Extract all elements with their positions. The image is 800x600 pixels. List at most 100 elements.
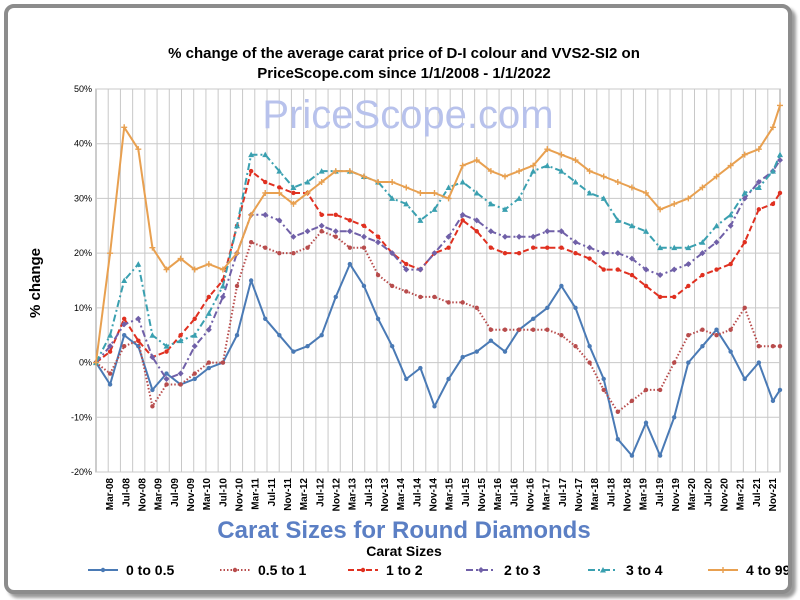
- data-point: [502, 250, 508, 256]
- data-point: [290, 184, 297, 190]
- data-point: [600, 195, 607, 201]
- series-3-to-4: [93, 151, 783, 366]
- data-point: [530, 316, 536, 321]
- data-point: [277, 250, 282, 256]
- data-point: [516, 233, 523, 240]
- data-point: [530, 233, 537, 240]
- data-point: [713, 173, 720, 180]
- chart-frame: % change of the average carat price of D…: [4, 4, 792, 594]
- x-tick-label: Jul-08: [121, 478, 132, 507]
- data-point: [192, 376, 197, 382]
- series-line: [95, 153, 781, 364]
- data-point: [347, 245, 353, 250]
- data-point: [573, 305, 578, 311]
- data-point: [389, 250, 396, 257]
- data-point: [777, 102, 783, 109]
- data-point: [487, 168, 494, 175]
- series-line: [95, 159, 781, 380]
- data-point: [432, 404, 437, 409]
- data-point: [727, 211, 734, 218]
- data-point: [107, 250, 114, 257]
- data-point: [375, 234, 381, 239]
- data-point: [248, 151, 255, 158]
- data-point: [601, 387, 606, 393]
- x-tick-label: Jul-18: [606, 478, 617, 507]
- legend-item: 1 to 2: [348, 562, 423, 578]
- x-tick-label: Mar-14: [396, 478, 407, 511]
- data-point: [544, 228, 551, 235]
- data-point: [686, 360, 691, 365]
- data-point: [615, 267, 621, 272]
- data-point: [516, 195, 523, 201]
- data-point: [777, 151, 783, 158]
- data-point: [100, 567, 106, 573]
- x-tick-label: Nov-08: [137, 478, 148, 512]
- data-point: [291, 190, 296, 196]
- data-point: [473, 217, 480, 224]
- x-tick-label: Jul-19: [655, 478, 666, 507]
- data-point: [431, 206, 438, 212]
- data-point: [332, 168, 339, 175]
- data-point: [347, 261, 353, 267]
- data-point: [614, 179, 621, 186]
- chart-subtitle: PriceScope.com since 1/1/2008 - 1/1/2022: [257, 65, 551, 82]
- data-point: [417, 217, 424, 223]
- data-point: [728, 261, 733, 267]
- data-point: [277, 333, 282, 338]
- x-tick-label: Nov-21: [768, 478, 779, 512]
- data-point: [122, 333, 127, 338]
- data-point: [545, 327, 550, 332]
- data-point: [418, 294, 423, 300]
- data-point: [191, 266, 198, 273]
- data-point: [232, 567, 238, 573]
- data-point: [501, 233, 508, 240]
- data-point: [177, 370, 184, 377]
- data-point: [714, 327, 719, 332]
- data-point: [205, 326, 212, 333]
- data-point: [389, 179, 396, 186]
- data-point: [516, 168, 523, 175]
- data-point: [122, 343, 127, 349]
- data-point: [628, 255, 635, 262]
- data-point: [572, 157, 579, 164]
- x-tick-label: Mar-12: [299, 478, 310, 511]
- data-point: [629, 272, 635, 278]
- data-point: [460, 354, 465, 360]
- data-point: [107, 382, 113, 387]
- y-tick-label: 20%: [74, 248, 92, 258]
- data-point: [502, 327, 508, 332]
- data-point: [459, 179, 466, 185]
- data-point: [263, 245, 268, 250]
- legend-item: 0.5 to 1: [220, 562, 306, 578]
- data-point: [559, 283, 564, 289]
- data-point: [360, 567, 366, 573]
- data-point: [107, 349, 113, 354]
- data-point: [121, 277, 128, 283]
- y-tick-label: 50%: [74, 84, 92, 94]
- x-tick-label: Mar-21: [736, 478, 747, 511]
- series-4-to-99: [93, 102, 783, 366]
- data-point: [700, 327, 705, 332]
- legend-label: 0.5 to 1: [258, 562, 306, 578]
- data-point: [234, 283, 240, 289]
- data-point: [742, 376, 747, 382]
- data-point: [671, 266, 678, 273]
- data-point: [107, 371, 113, 376]
- data-point: [587, 360, 592, 365]
- data-point: [445, 233, 452, 240]
- x-tick-label: Nov-14: [428, 478, 439, 512]
- data-point: [404, 261, 409, 267]
- data-point: [150, 404, 155, 409]
- data-point: [248, 211, 255, 218]
- x-tick-label: Jul-15: [461, 478, 472, 507]
- data-point: [777, 343, 783, 349]
- data-point: [559, 245, 564, 250]
- x-tick-label: Jul-21: [752, 478, 763, 507]
- data-point: [572, 179, 579, 185]
- x-tick-label: Mar-13: [348, 478, 359, 511]
- data-point: [219, 293, 226, 300]
- x-tick-label: Nov-16: [525, 478, 536, 512]
- x-tick-label: Jul-16: [509, 478, 520, 507]
- data-point: [685, 261, 692, 268]
- data-point: [107, 343, 114, 350]
